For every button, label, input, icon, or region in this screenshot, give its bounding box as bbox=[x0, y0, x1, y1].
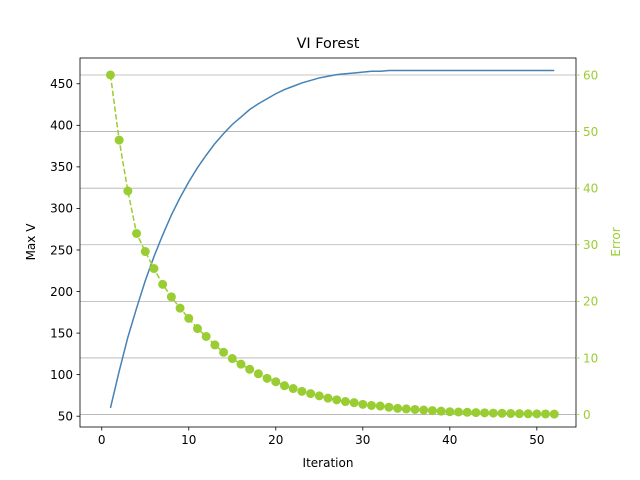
error-point bbox=[271, 377, 281, 387]
y-right-tick-label: 50 bbox=[583, 125, 598, 139]
x-tick-label: 40 bbox=[442, 433, 457, 447]
error-point bbox=[497, 408, 507, 418]
error-point bbox=[532, 409, 542, 419]
error-point bbox=[445, 407, 455, 417]
error-point bbox=[410, 404, 420, 414]
error-point bbox=[314, 391, 324, 401]
y-right-tick-label: 40 bbox=[583, 181, 598, 195]
y-right-tick-label: 10 bbox=[583, 351, 598, 365]
y-left-tick-label: 300 bbox=[50, 202, 73, 216]
error-point bbox=[358, 399, 368, 409]
error-point bbox=[114, 135, 124, 145]
error-point bbox=[367, 400, 377, 410]
x-tick-label: 10 bbox=[181, 433, 196, 447]
y-left-tick-label: 450 bbox=[50, 77, 73, 91]
error-point bbox=[541, 409, 551, 419]
error-point bbox=[488, 408, 498, 418]
error-point bbox=[262, 373, 272, 383]
max-v-line bbox=[109, 69, 555, 409]
x-axis-label: Iteration bbox=[303, 456, 354, 470]
y-right-tick-label: 30 bbox=[583, 238, 598, 252]
error-point bbox=[349, 398, 359, 408]
error-point bbox=[393, 403, 403, 413]
error-point bbox=[279, 381, 289, 391]
x-tick-label: 0 bbox=[98, 433, 106, 447]
error-point bbox=[384, 402, 394, 412]
error-point bbox=[436, 406, 446, 416]
error-point bbox=[166, 292, 176, 302]
error-point bbox=[123, 186, 133, 196]
error-point bbox=[227, 354, 237, 364]
error-point bbox=[192, 324, 202, 334]
error-point bbox=[158, 279, 168, 289]
error-point bbox=[175, 303, 185, 313]
error-point bbox=[140, 247, 150, 257]
grid-layer bbox=[80, 74, 576, 415]
error-point bbox=[236, 359, 246, 369]
error-point bbox=[149, 264, 159, 274]
y-left-tick-label: 150 bbox=[50, 326, 73, 340]
error-point bbox=[427, 406, 437, 416]
error-point bbox=[288, 384, 298, 394]
axes-layer bbox=[79, 57, 577, 428]
error-point bbox=[323, 393, 333, 403]
x-tick-label: 20 bbox=[268, 433, 283, 447]
y-right-tick-label: 60 bbox=[583, 68, 598, 82]
y-axis-left-label: Max V bbox=[24, 223, 38, 261]
y-left-tick-label: 350 bbox=[50, 160, 73, 174]
error-point bbox=[419, 405, 429, 415]
y-left-tick-label: 250 bbox=[50, 243, 73, 257]
error-point bbox=[375, 401, 385, 411]
y-left-tick-label: 100 bbox=[50, 368, 73, 382]
y-left-tick-label: 200 bbox=[50, 285, 73, 299]
error-point bbox=[480, 408, 490, 418]
plot-frame bbox=[79, 57, 577, 428]
error-point bbox=[506, 408, 516, 418]
error-point bbox=[454, 407, 464, 417]
x-tick-label: 50 bbox=[529, 433, 544, 447]
error-point bbox=[514, 409, 524, 419]
error-point bbox=[210, 340, 220, 350]
x-tick-label: 30 bbox=[355, 433, 370, 447]
error-point bbox=[549, 409, 559, 419]
error-point bbox=[471, 408, 481, 418]
series-layer bbox=[105, 69, 559, 419]
error-point bbox=[332, 395, 342, 405]
error-point bbox=[105, 70, 115, 80]
error-point bbox=[462, 407, 472, 417]
y-right-tick-label: 20 bbox=[583, 295, 598, 309]
error-point bbox=[201, 331, 211, 341]
error-point bbox=[523, 409, 533, 419]
error-point bbox=[340, 397, 350, 407]
error-point bbox=[245, 364, 255, 374]
error-point bbox=[306, 389, 316, 399]
y-left-tick-label: 50 bbox=[58, 409, 73, 423]
error-point bbox=[401, 404, 411, 414]
error-point bbox=[297, 386, 307, 396]
y-left-tick-label: 400 bbox=[50, 119, 73, 133]
error-point bbox=[219, 347, 229, 357]
error-point bbox=[253, 369, 263, 379]
y-right-tick-label: 0 bbox=[583, 408, 591, 422]
error-point bbox=[132, 228, 142, 238]
error-point bbox=[184, 313, 194, 323]
chart-title: VI Forest bbox=[297, 36, 360, 52]
y-axis-right-label: Error bbox=[609, 227, 623, 256]
ticks-layer: 0 10 20 30 40 50 50 100 150 200 250 300 350 400 450 0 10… bbox=[50, 68, 598, 447]
